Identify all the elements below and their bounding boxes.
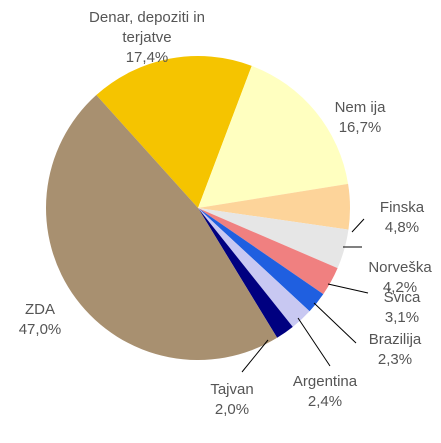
pie-slice: [198, 65, 349, 209]
value-label: 4,2%: [382, 279, 418, 296]
slice-label: ZDA 47,0%: [5, 300, 75, 340]
value-label: 2,0%: [214, 401, 250, 418]
value-label: 47,0%: [18, 321, 62, 338]
value-label: 16,7%: [338, 119, 382, 136]
leader-line: [351, 218, 365, 233]
value-label: 4,8%: [384, 219, 420, 236]
slice-label: Argentina 2,4%: [280, 372, 370, 412]
slice-label: Brazilija 2,3%: [355, 330, 435, 370]
pie-slice: [198, 183, 350, 230]
category-label: Brazilija: [368, 331, 422, 348]
slice-label: Norveška 4,2%: [355, 258, 441, 298]
slice-label: Švica 3,1%: [362, 288, 441, 328]
leader-line: [313, 302, 357, 344]
slice-label: Denar, depoziti in terjatve 17,4%: [87, 8, 207, 68]
leader-lines: [241, 218, 369, 373]
pie-slice: [198, 208, 338, 295]
category-label: Denar, depoziti in terjatve: [89, 9, 205, 46]
category-label: Švica: [383, 289, 421, 306]
slice-label: Finska 4,8%: [362, 198, 441, 238]
value-label: 2,4%: [307, 393, 343, 410]
pie-slice: [46, 95, 278, 360]
pie-slice: [96, 55, 252, 208]
value-label: 17,4%: [125, 49, 169, 66]
slice-label: Tajvan 2,0%: [197, 380, 267, 420]
leader-line: [241, 339, 269, 373]
pie-slice: [198, 208, 310, 327]
leader-line: [297, 317, 331, 367]
pie-slice: [198, 208, 349, 269]
category-label: Norveška: [368, 259, 432, 276]
leader-line: [327, 283, 369, 294]
pie-slice: [198, 208, 293, 338]
category-label: Argentina: [292, 373, 358, 390]
category-label: Tajvan: [210, 381, 254, 398]
category-label: Finska: [379, 199, 425, 216]
slice-label: Nem ija 16,7%: [320, 98, 400, 138]
value-label: 3,1%: [384, 309, 420, 326]
category-label: Nem ija: [334, 99, 386, 116]
pie-slice: [198, 208, 324, 312]
category-label: ZDA: [25, 301, 55, 318]
value-label: 2,3%: [377, 351, 413, 368]
